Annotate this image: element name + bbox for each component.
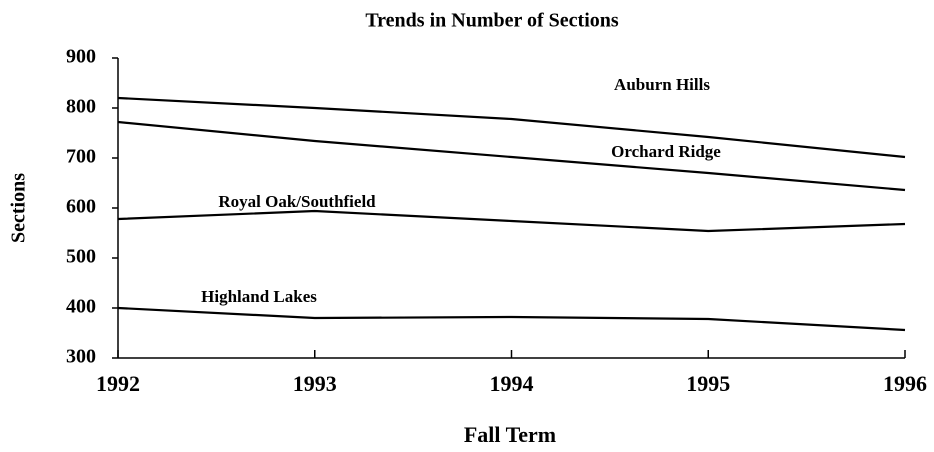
x-tick-label: 1992 [96, 371, 140, 396]
series-line [117, 306, 906, 332]
x-tick-label: 1996 [883, 371, 927, 396]
series-label: Orchard Ridge [611, 142, 721, 161]
series-label: Auburn Hills [614, 75, 710, 94]
x-tick-label: 1993 [293, 371, 337, 396]
series-label: Royal Oak/Southfield [218, 192, 376, 211]
chart-title: Trends in Number of Sections [365, 10, 619, 32]
y-tick-label: 500 [66, 246, 96, 268]
series-line [117, 96, 906, 159]
series-label: Highland Lakes [201, 287, 317, 306]
series-line [117, 209, 906, 233]
x-axis-label: Fall Term [464, 422, 556, 447]
x-tick-label: 1995 [686, 371, 730, 396]
y-tick-label: 600 [66, 196, 96, 218]
series-line [117, 120, 906, 192]
y-tick-label: 900 [66, 46, 96, 68]
y-tick-label: 400 [66, 296, 96, 318]
y-tick-label: 700 [66, 146, 96, 168]
x-tick-label: 1994 [490, 371, 534, 396]
y-tick-label: 800 [66, 96, 96, 118]
y-tick-label: 300 [66, 346, 96, 368]
y-axis-label: Sections [8, 173, 30, 243]
